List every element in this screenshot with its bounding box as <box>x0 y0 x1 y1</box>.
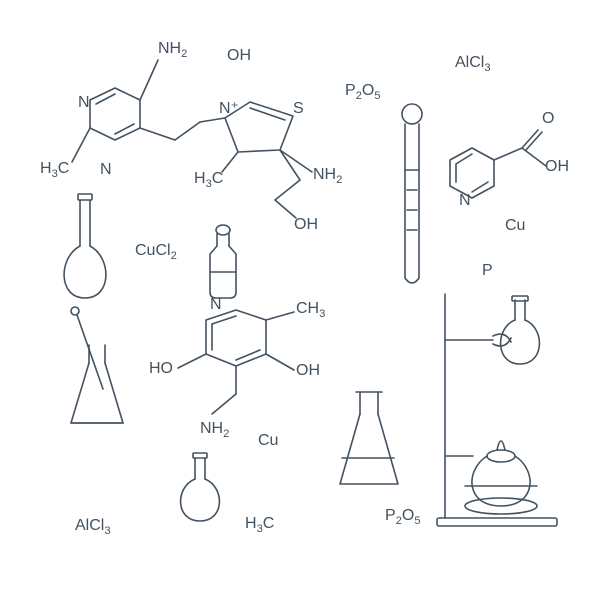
atom-oh3: OH <box>545 158 569 176</box>
atom-oh2: OH <box>296 362 320 380</box>
atom-nh2c: NH2 <box>200 420 229 440</box>
atom-n2: N <box>100 161 112 179</box>
atom-n4: N <box>459 192 471 210</box>
atom-n1: N <box>78 94 90 112</box>
label-p2o5-b: P2O5 <box>385 507 421 527</box>
label-alcl3-b: AlCl3 <box>75 517 111 537</box>
label-p: P <box>482 262 493 280</box>
chemistry-canvas: OH P2O5 AlCl3 Cu P CuCl2 Cu H3C P2O5 AlC… <box>0 0 600 600</box>
atom-oh1: OH <box>294 216 318 234</box>
label-cucl2: CuCl2 <box>135 242 177 262</box>
atom-ch3: CH3 <box>296 300 325 320</box>
atom-nplus: N⁺ <box>219 98 239 118</box>
atom-ho: HO <box>149 360 173 378</box>
atom-nh2b: NH2 <box>313 166 342 186</box>
label-h3c: H3C <box>245 515 274 535</box>
atom-h3c1: H3C <box>40 160 69 180</box>
label-oh: OH <box>227 47 251 65</box>
label-alcl3-a: AlCl3 <box>455 54 491 74</box>
atom-h3c2: H3C <box>194 170 223 190</box>
atom-o1: O <box>542 110 554 128</box>
label-cu-b: Cu <box>258 432 278 450</box>
label-cu-a: Cu <box>505 217 525 235</box>
atom-s1: S <box>293 100 304 118</box>
atom-nh2-a: NH2 <box>158 40 187 60</box>
label-p2o5-a: P2O5 <box>345 82 381 102</box>
atom-n3: N <box>210 296 222 314</box>
